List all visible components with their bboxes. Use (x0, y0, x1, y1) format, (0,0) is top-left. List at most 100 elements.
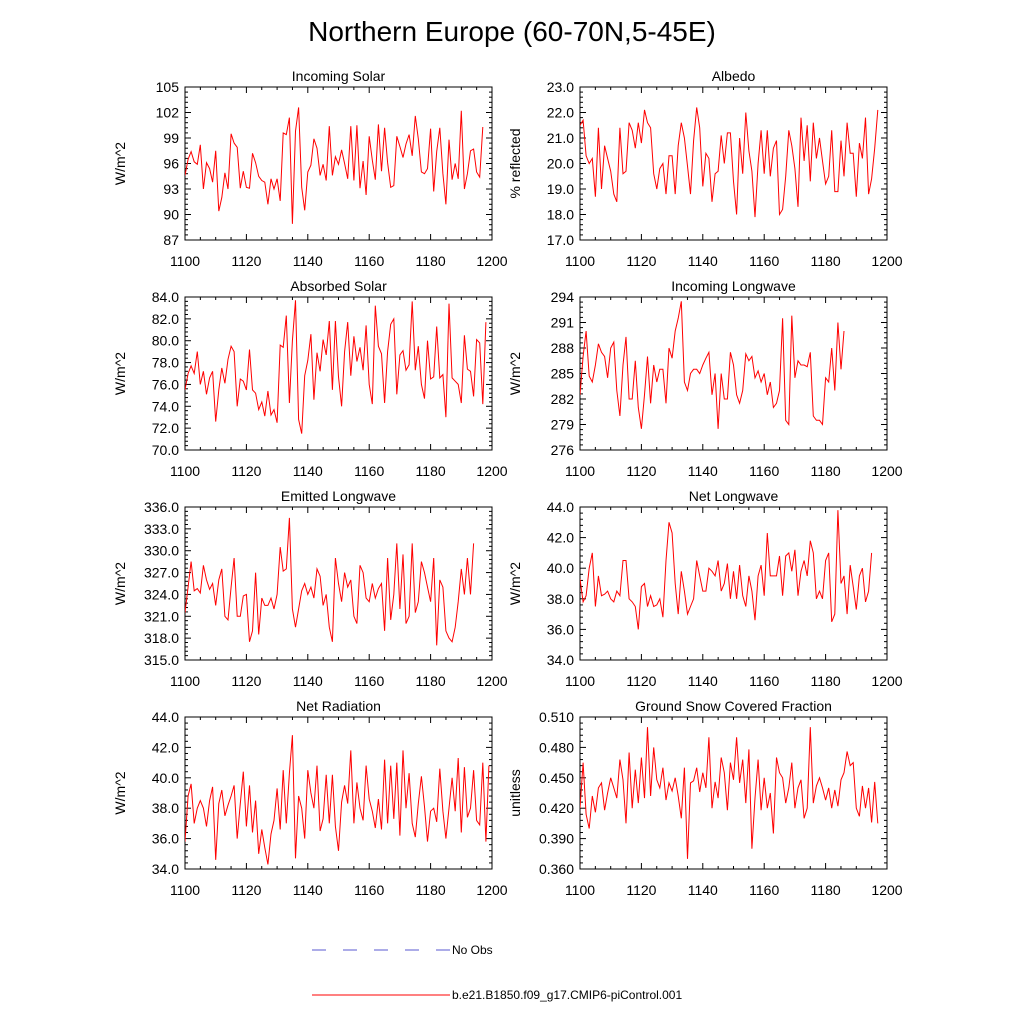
panel-6: Net Radiation W/m^2 1100 1120 1140 1160 1180 12… (112, 698, 508, 898)
x-tick-label: 1120 (626, 882, 656, 898)
plot-frame (579, 716, 888, 870)
x-tick-label: 1200 (871, 673, 902, 689)
y-tick-label: 40.0 (547, 560, 574, 576)
series-line (580, 727, 879, 859)
x-tick-label: 1160 (749, 463, 779, 479)
y-tick-label: 36.0 (152, 831, 179, 847)
y-tick-label: 87 (163, 232, 179, 248)
y-tick-label: 44.0 (152, 709, 179, 725)
panels-group: Incoming Solar W/m^2 1100 1120 1140 1160 1180 1… (112, 68, 903, 898)
y-tick-label: 336.0 (144, 499, 179, 515)
x-tick-label: 1180 (416, 673, 446, 689)
x-tick-label: 1140 (688, 463, 718, 479)
y-tick-label: 22.0 (547, 105, 574, 121)
y-tick-label: 78.0 (152, 355, 179, 371)
y-tick-label: 0.480 (539, 739, 574, 755)
x-tick-label: 1160 (354, 673, 384, 689)
y-tick-label: 0.420 (539, 800, 574, 816)
legend-label: b.e21.B1850.f09_g17.CMIP6-piControl.001 (452, 988, 682, 1002)
y-tick-label: 23.0 (547, 79, 574, 95)
x-tick-label: 1200 (476, 673, 507, 689)
y-tick-label: 0.390 (539, 831, 574, 847)
y-tick-label: 105 (156, 79, 180, 95)
y-tick-label: 38.0 (547, 591, 574, 607)
y-tick-label: 321.0 (144, 608, 179, 624)
panel-title: Ground Snow Covered Fraction (635, 698, 832, 714)
y-tick-label: 34.0 (152, 861, 179, 877)
legend: No Obs b.e21.B1850.f09_g17.CMIP6-piContro… (312, 943, 682, 1002)
panel-0: Incoming Solar W/m^2 1100 1120 1140 1160 1180 1… (112, 68, 508, 269)
y-axis-label: W/m^2 (112, 771, 128, 814)
y-axis-label: W/m^2 (112, 352, 128, 395)
x-tick-label: 1100 (565, 882, 595, 898)
x-tick-label: 1180 (416, 253, 446, 269)
panel-3: Incoming Longwave W/m^2 1100 1120 1140 1160 11… (507, 278, 903, 479)
series-line (185, 735, 490, 865)
x-tick-label: 1180 (416, 882, 446, 898)
y-tick-label: 333.0 (144, 521, 179, 537)
y-axis-label: % reflected (507, 128, 523, 198)
x-tick-label: 1140 (293, 463, 323, 479)
y-tick-label: 318.0 (144, 630, 179, 646)
y-tick-label: 327.0 (144, 565, 179, 581)
y-tick-label: 74.0 (152, 398, 179, 414)
y-tick-label: 330.0 (144, 543, 179, 559)
y-tick-label: 19.0 (547, 181, 574, 197)
y-tick-label: 288 (551, 340, 575, 356)
x-tick-label: 1160 (354, 463, 384, 479)
y-tick-label: 21.0 (547, 130, 574, 146)
panel-title: Absorbed Solar (290, 278, 387, 294)
x-tick-label: 1100 (565, 463, 595, 479)
panel-7: Ground Snow Covered Fraction unitless 1100… (507, 698, 903, 898)
x-tick-label: 1160 (354, 253, 384, 269)
panel-5: Net Longwave W/m^2 1100 1120 1140 1160 1180 120… (507, 488, 903, 689)
y-tick-label: 38.0 (152, 800, 179, 816)
panel-title: Net Longwave (689, 488, 779, 504)
x-tick-label: 1120 (626, 673, 656, 689)
x-tick-label: 1200 (871, 253, 902, 269)
x-tick-label: 1120 (231, 882, 261, 898)
plot-frame (579, 296, 888, 451)
series-line (580, 301, 845, 429)
x-tick-label: 1120 (231, 253, 261, 269)
y-tick-label: 76.0 (152, 376, 179, 392)
x-tick-label: 1180 (811, 253, 841, 269)
x-tick-label: 1140 (688, 882, 718, 898)
x-tick-label: 1120 (231, 463, 261, 479)
y-tick-label: 82.0 (152, 311, 179, 327)
series-line (185, 517, 475, 646)
y-tick-label: 70.0 (152, 442, 179, 458)
x-tick-label: 1180 (811, 673, 841, 689)
panel-title: Net Radiation (296, 698, 381, 714)
y-tick-label: 93 (163, 181, 179, 197)
x-tick-label: 1100 (170, 463, 200, 479)
y-tick-label: 40.0 (152, 770, 179, 786)
y-tick-label: 36.0 (547, 621, 574, 637)
y-tick-label: 96 (163, 156, 179, 172)
panel-title: Incoming Longwave (671, 278, 796, 294)
y-tick-label: 102 (156, 105, 180, 121)
x-tick-label: 1120 (231, 673, 261, 689)
x-tick-label: 1100 (565, 673, 595, 689)
y-tick-label: 324.0 (144, 586, 179, 602)
x-tick-label: 1200 (871, 463, 902, 479)
panel-title: Albedo (712, 68, 756, 84)
x-tick-label: 1140 (688, 673, 718, 689)
x-tick-label: 1140 (293, 253, 323, 269)
x-tick-label: 1140 (293, 673, 323, 689)
panel-1: Albedo % reflected 1100 1120 1140 1160 1180 120… (507, 68, 903, 269)
y-tick-label: 294 (551, 289, 575, 305)
y-tick-label: 80.0 (152, 333, 179, 349)
y-tick-label: 72.0 (152, 420, 179, 436)
x-tick-label: 1100 (170, 882, 200, 898)
y-axis-label: W/m^2 (112, 142, 128, 185)
x-tick-label: 1200 (476, 882, 507, 898)
series-line (185, 300, 487, 434)
y-tick-label: 42.0 (152, 739, 179, 755)
panel-title: Incoming Solar (292, 68, 386, 84)
y-tick-label: 282 (551, 391, 575, 407)
y-tick-label: 44.0 (547, 499, 574, 515)
series-line (580, 510, 873, 630)
series-line (185, 107, 484, 224)
